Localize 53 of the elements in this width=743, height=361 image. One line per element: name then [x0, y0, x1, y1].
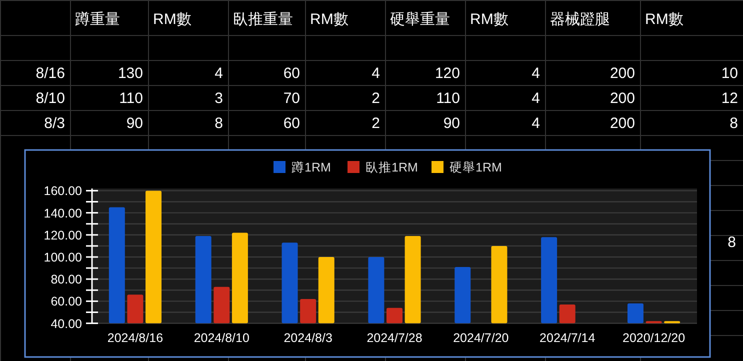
y-tick-label: 60.00	[50, 294, 82, 309]
text: 8	[214, 115, 223, 132]
category-label: 硬舉重量	[390, 11, 450, 28]
text: 120	[434, 65, 460, 82]
text: 4	[532, 115, 540, 132]
text: 8	[730, 115, 738, 132]
text: 60	[283, 65, 300, 82]
x-tick-label: 2024/8/3	[284, 331, 332, 345]
x-tick-label: 2024/7/28	[366, 331, 422, 345]
category-label: 8/10	[36, 90, 65, 107]
category-label: RM數	[470, 11, 508, 28]
category-label: RM數	[645, 11, 684, 28]
text: 4	[532, 90, 540, 107]
text: 90	[443, 115, 460, 132]
text: 4	[214, 65, 223, 82]
text: 200	[610, 115, 635, 132]
category-label: 8/16	[36, 65, 65, 82]
text: 200	[610, 65, 635, 82]
category-label: RM數	[153, 11, 192, 28]
y-tick-label: 120.00	[44, 228, 82, 242]
text: 110	[436, 90, 460, 107]
text: 70	[283, 90, 300, 107]
x-tick-label: 2024/8/10	[194, 331, 250, 345]
legend-label: 臥推1RM	[366, 160, 418, 174]
text: 4	[372, 65, 380, 82]
text: 90	[126, 115, 143, 132]
text: 2	[372, 90, 380, 107]
category-label: RM數	[310, 11, 348, 28]
y-tick-label: 160.00	[44, 184, 82, 198]
y-tick-label: 80.00	[50, 272, 82, 287]
x-tick-label: 2024/7/20	[453, 331, 509, 345]
x-tick-label: 2020/12/20	[622, 331, 686, 345]
text: 12	[721, 90, 738, 107]
text: 4	[532, 65, 540, 82]
text: 2	[372, 115, 380, 132]
text: 3	[214, 90, 223, 107]
text: 60	[283, 115, 300, 132]
legend-label: 蹲1RM	[292, 160, 331, 174]
x-tick-label: 2024/8/16	[107, 331, 164, 345]
category-label: 臥推重量	[233, 11, 293, 28]
text: 110	[119, 90, 143, 107]
category-label: 器械蹬腿	[550, 11, 610, 28]
y-tick-label: 140.00	[44, 206, 82, 220]
legend-label: 硬舉1RM	[450, 160, 502, 174]
x-tick-label: 2024/7/14	[540, 331, 596, 345]
text: 10	[721, 65, 738, 82]
category-label: 蹲重量	[75, 11, 120, 28]
y-tick-label: 40.00	[50, 316, 82, 331]
text: 8	[728, 234, 736, 251]
category-label: 8/3	[44, 115, 65, 132]
y-tick-label: 100.00	[44, 250, 82, 264]
text: 130	[118, 65, 143, 82]
text: 200	[610, 90, 635, 107]
